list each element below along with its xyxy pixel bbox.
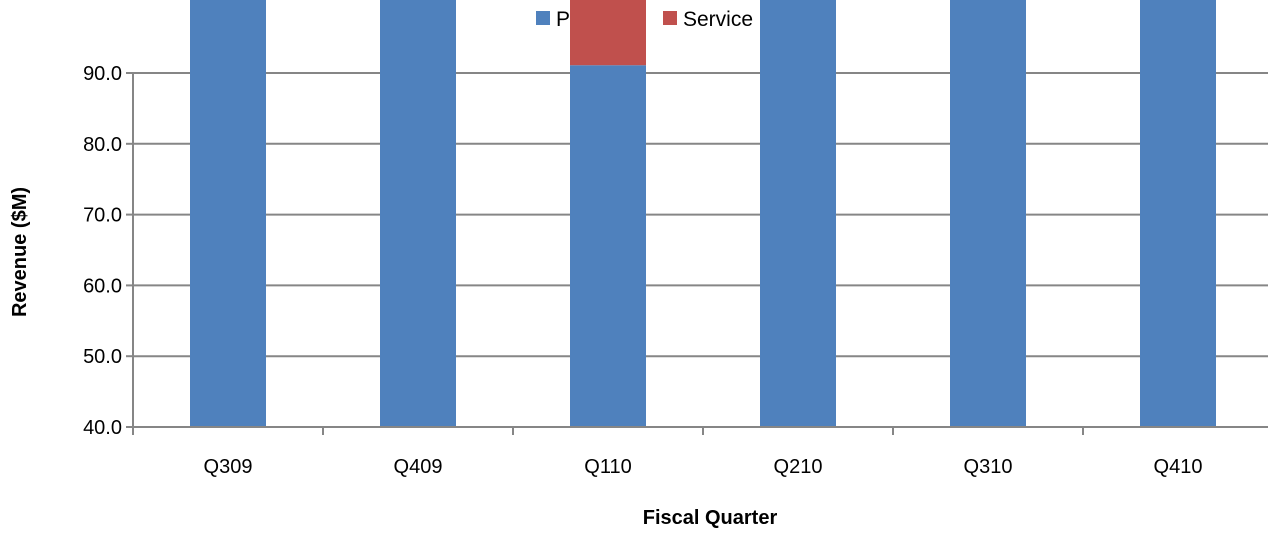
x-tick-label: Q410: [1154, 456, 1203, 478]
bar-product-q210: [760, 0, 836, 428]
axes: [132, 73, 1268, 428]
bar-product-q309: [190, 0, 266, 427]
y-tick-label: 90.0: [83, 63, 122, 85]
x-tick-label: Q210: [774, 456, 823, 478]
y-tick-label: 80.0: [83, 134, 122, 156]
bar-product-q310: [950, 0, 1026, 427]
y-tick-labels: 40.0 50.0 60.0 70.0 80.0 90.0: [83, 63, 133, 439]
x-axis-title: Fiscal Quarter: [643, 507, 778, 529]
bar-product-q110: [570, 65, 646, 427]
x-tick-label: Q409: [394, 456, 443, 478]
x-tick-label: Q310: [964, 456, 1013, 478]
x-tick-labels: Q309 Q409 Q110 Q210 Q310 Q410: [132, 427, 1203, 478]
legend-swatch-product: [536, 11, 550, 25]
x-tick-label: Q110: [584, 456, 631, 478]
y-axis-title: Revenue ($M): [9, 187, 31, 317]
y-tick-label: 50.0: [83, 346, 122, 368]
y-tick-label: 70.0: [83, 205, 122, 227]
x-tick-label: Q309: [204, 456, 253, 478]
bar-service-q110: [570, 0, 646, 66]
bar-product-q409: [380, 0, 456, 427]
gridlines: [133, 72, 1268, 358]
y-tick-label: 60.0: [83, 275, 122, 297]
y-tick-label: 40.0: [83, 417, 122, 439]
legend-swatch-service: [663, 11, 677, 25]
legend-label-service: Service: [683, 8, 753, 31]
bars: [190, 0, 1216, 428]
bar-product-q410: [1140, 0, 1216, 427]
